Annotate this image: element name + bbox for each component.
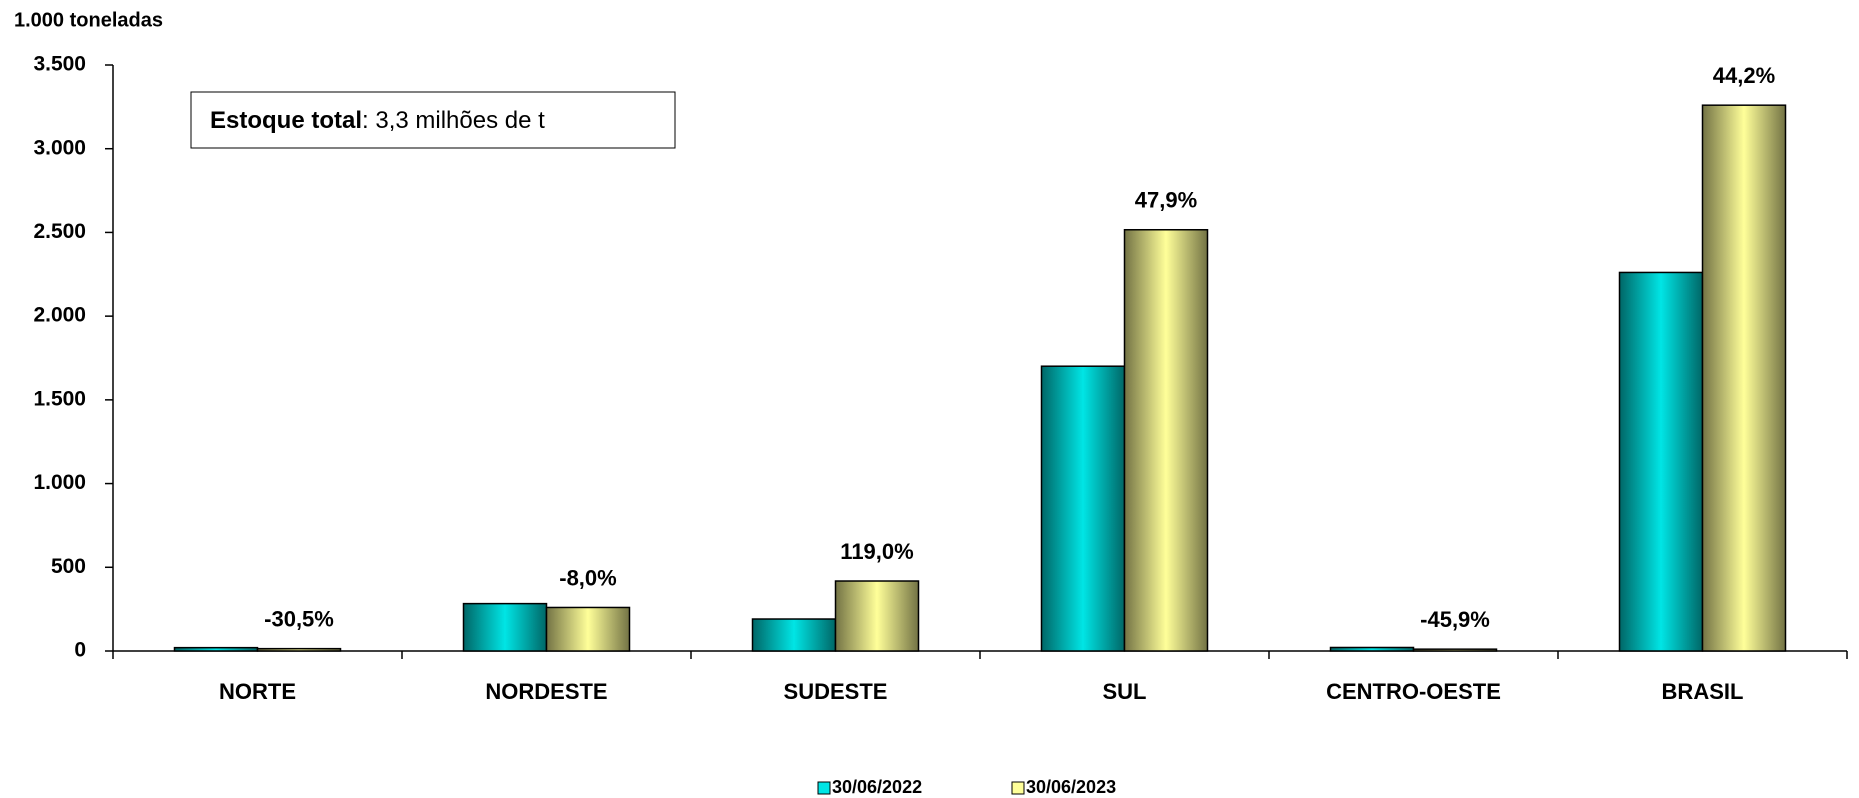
x-tick-label: CENTRO-OESTE	[1326, 679, 1501, 704]
x-tick-label: SUL	[1103, 679, 1147, 704]
bar	[1329, 646, 1415, 652]
annotation-box	[190, 91, 676, 149]
bar	[173, 646, 259, 652]
y-tick-label: 0	[74, 639, 86, 662]
change-label: 44,2%	[1713, 63, 1775, 88]
bar	[256, 647, 342, 652]
legend-swatch	[817, 781, 831, 795]
legend-swatch	[1011, 781, 1025, 795]
bar	[1123, 228, 1209, 652]
change-label: -30,5%	[264, 606, 334, 631]
y-tick-label: 500	[51, 555, 86, 578]
y-tick-label: 2.000	[33, 304, 86, 327]
bar	[545, 606, 631, 652]
change-label: -45,9%	[1420, 607, 1490, 632]
y-tick-label: 3.000	[33, 136, 86, 159]
bar	[1040, 365, 1126, 652]
y-axis-label: 1.000 toneladas	[14, 9, 163, 31]
bar	[751, 618, 837, 652]
legend-label: 30/06/2022	[832, 777, 922, 797]
bar	[1618, 271, 1704, 652]
legend-label: 30/06/2023	[1026, 777, 1116, 797]
annotation-bold: Estoque total	[210, 107, 362, 134]
change-label: -8,0%	[559, 565, 616, 590]
y-tick-label: 1.000	[33, 471, 86, 494]
y-tick-label: 3.500	[33, 53, 86, 76]
x-tick-label: NORTE	[219, 679, 296, 704]
y-tick-label: 2.500	[33, 220, 86, 243]
y-tick-label: 1.500	[33, 387, 86, 410]
x-tick-label: NORDESTE	[485, 679, 607, 704]
annotation-text: : 3,3 milhões de t	[362, 107, 545, 134]
change-label: 47,9%	[1135, 188, 1197, 213]
bar	[1701, 104, 1787, 652]
bar	[1412, 648, 1498, 652]
x-tick-label: SUDESTE	[784, 679, 888, 704]
change-label: 119,0%	[840, 539, 913, 564]
bar	[834, 580, 920, 652]
x-tick-label: BRASIL	[1662, 679, 1744, 704]
annotation: Estoque total: 3,3 milhões de t	[210, 107, 545, 134]
bar	[462, 602, 548, 652]
